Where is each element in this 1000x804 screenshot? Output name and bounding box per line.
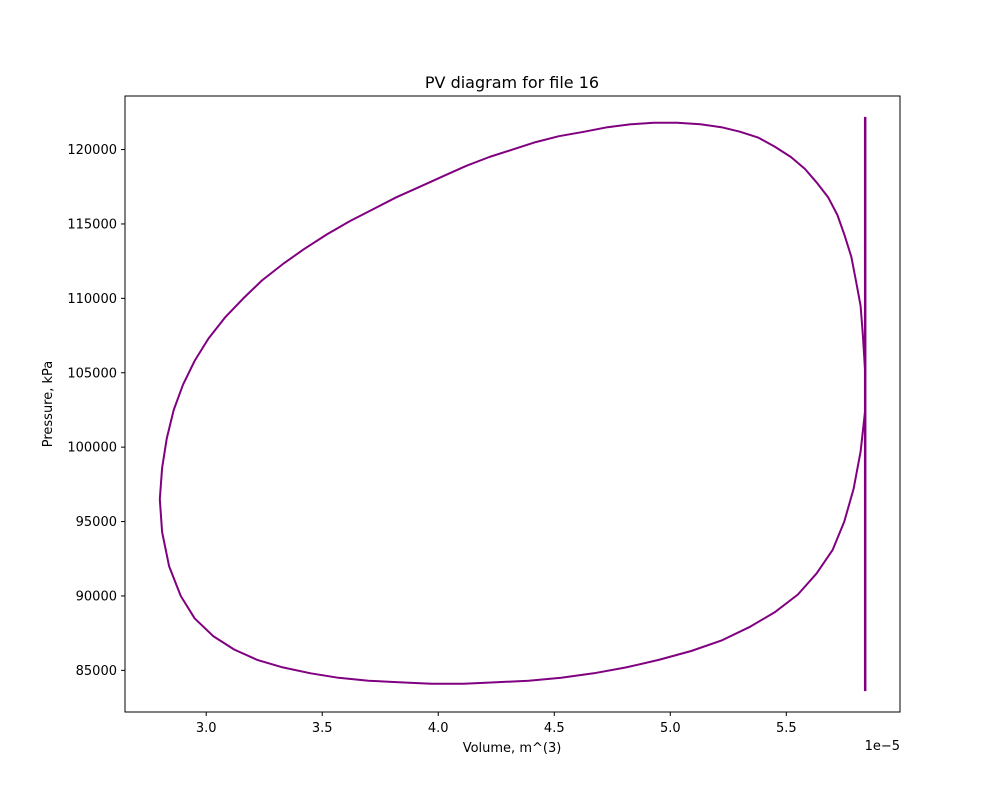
x-tick-label: 5.5 [776,721,797,736]
y-tick-label: 95000 [76,515,117,530]
y-axis-label: Pressure, kPa [41,361,56,448]
y-tick-label: 90000 [76,589,117,604]
y-tick-label: 110000 [67,292,117,307]
y-tick-label: 115000 [67,217,117,232]
y-tick-label: 85000 [76,664,117,679]
x-tick-label: 4.0 [428,721,449,736]
x-axis-offset-text: 1e−5 [865,739,900,754]
chart-title: PV diagram for file 16 [425,73,599,92]
x-axis-ticks: 3.0 3.5 4.0 4.5 5.0 5.5 [196,712,797,736]
y-tick-label: 120000 [67,143,117,158]
x-tick-label: 4.5 [544,721,565,736]
x-tick-label: 5.0 [660,721,681,736]
x-axis-label: Volume, m^(3) [463,741,562,756]
axes-frame [124,95,901,713]
plot-area [158,116,867,692]
y-tick-label: 100000 [67,441,117,456]
pv-cycle-line [158,121,867,685]
x-tick-label: 3.0 [196,721,217,736]
y-axis-ticks: 85000 90000 95000 100000 105000 110000 115000 1… [67,143,125,679]
y-tick-label: 105000 [67,366,117,381]
x-tick-label: 3.5 [312,721,333,736]
